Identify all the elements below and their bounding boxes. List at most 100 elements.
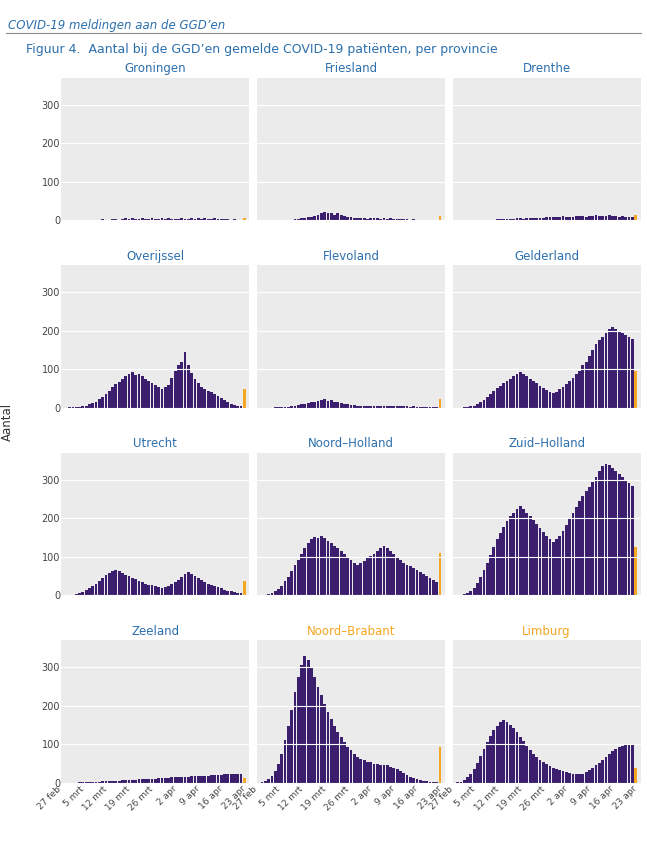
Bar — [340, 215, 342, 221]
Bar — [363, 561, 366, 595]
Bar — [294, 692, 296, 783]
Bar — [360, 759, 362, 783]
Bar — [124, 780, 127, 783]
Bar — [310, 217, 313, 221]
Bar — [88, 588, 91, 595]
Text: Friesland: Friesland — [324, 62, 378, 75]
Bar — [127, 219, 131, 221]
Bar — [267, 594, 270, 595]
Bar — [193, 379, 196, 408]
Bar — [236, 593, 239, 595]
Bar — [366, 762, 369, 783]
Text: Limburg: Limburg — [522, 625, 571, 638]
Bar — [615, 471, 617, 595]
Bar — [177, 777, 180, 783]
Bar — [154, 778, 157, 783]
Bar — [376, 765, 378, 783]
Bar — [502, 721, 505, 783]
Bar — [396, 406, 399, 408]
Bar — [151, 383, 153, 408]
Bar — [105, 394, 107, 408]
Bar — [369, 556, 372, 595]
Bar — [373, 764, 375, 783]
Bar — [300, 219, 303, 221]
Bar — [379, 219, 382, 221]
Bar — [243, 218, 246, 221]
Bar — [280, 586, 283, 595]
Bar — [419, 573, 422, 595]
Bar — [412, 778, 415, 783]
Text: Zuid–Holland: Zuid–Holland — [508, 437, 585, 450]
Bar — [598, 341, 600, 408]
Bar — [160, 778, 164, 783]
Bar — [585, 362, 587, 408]
Bar — [223, 590, 226, 595]
Bar — [121, 780, 124, 783]
Bar — [486, 397, 488, 408]
Bar — [336, 402, 339, 408]
Bar — [102, 219, 104, 221]
Text: Utrecht: Utrecht — [133, 437, 177, 450]
Bar — [287, 407, 290, 408]
Bar — [525, 376, 528, 408]
Bar — [98, 782, 101, 783]
Bar — [105, 575, 107, 595]
Bar — [287, 726, 290, 783]
Bar — [360, 406, 362, 408]
Bar — [496, 540, 499, 595]
Bar — [628, 483, 630, 595]
Bar — [206, 776, 210, 783]
Bar — [439, 747, 441, 783]
Bar — [542, 762, 545, 783]
Bar — [399, 406, 402, 408]
Bar — [316, 687, 320, 783]
Bar — [578, 215, 581, 221]
Bar — [190, 219, 193, 221]
Bar — [486, 563, 488, 595]
Bar — [634, 548, 637, 595]
Bar — [177, 580, 180, 595]
Bar — [78, 593, 81, 595]
Bar — [389, 219, 392, 221]
Bar — [549, 393, 551, 408]
Bar — [177, 366, 180, 408]
Bar — [88, 404, 91, 408]
Bar — [470, 774, 472, 783]
Bar — [294, 406, 296, 408]
Bar — [396, 769, 399, 783]
Bar — [525, 513, 528, 595]
Bar — [615, 329, 617, 408]
Bar — [181, 362, 183, 408]
Bar — [363, 760, 366, 783]
Bar — [571, 513, 575, 595]
Text: Aantal: Aantal — [1, 402, 14, 441]
Bar — [91, 403, 94, 408]
Bar — [294, 566, 296, 595]
Bar — [565, 772, 568, 783]
Bar — [233, 593, 236, 595]
Bar — [571, 773, 575, 783]
Bar — [274, 772, 277, 783]
Bar — [141, 376, 144, 408]
Bar — [591, 215, 594, 221]
Bar — [193, 776, 196, 783]
Bar — [277, 764, 280, 783]
Bar — [220, 588, 223, 595]
Bar — [144, 379, 147, 408]
Bar — [181, 219, 183, 221]
Bar — [389, 406, 392, 408]
Bar — [121, 379, 124, 408]
Bar — [376, 219, 378, 221]
Bar — [170, 778, 173, 783]
Bar — [200, 776, 203, 783]
Bar — [280, 754, 283, 783]
Bar — [492, 730, 496, 783]
Bar — [588, 216, 591, 221]
Bar — [226, 774, 229, 783]
Bar — [624, 745, 627, 783]
Bar — [239, 773, 243, 783]
Bar — [634, 371, 637, 408]
Bar — [108, 573, 111, 595]
Bar — [340, 737, 342, 783]
Bar — [631, 216, 633, 221]
